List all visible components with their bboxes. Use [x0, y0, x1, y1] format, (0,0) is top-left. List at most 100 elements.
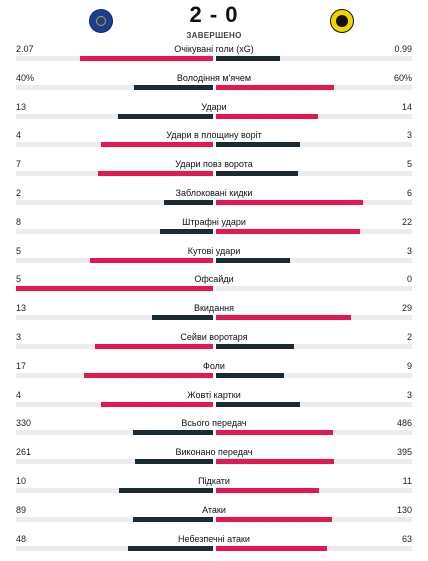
- stat-away-track: [216, 200, 412, 205]
- stat-away-value: 63: [401, 533, 412, 544]
- stat-home-bar: [127, 545, 213, 551]
- stat-row: 40% Володіння м'ячем 60%: [0, 71, 428, 100]
- stat-away-value: 9: [406, 360, 412, 371]
- stat-label: Удари в площину воріт: [166, 130, 262, 141]
- stat-away-bar: [216, 516, 333, 522]
- stat-away-track: [216, 315, 412, 321]
- stat-home-track: [16, 516, 213, 522]
- stat-home-track: [16, 171, 213, 177]
- stat-home-bar: [163, 200, 213, 205]
- stat-away-bar: [216, 545, 328, 551]
- stat-home-value: 10: [16, 476, 27, 486]
- stat-row: 2 Заблоковані кидки 6: [0, 186, 428, 215]
- stat-home-track: [16, 200, 213, 205]
- stat-home-value: 5: [16, 245, 22, 256]
- stat-row: 13 Вкидання 29: [0, 301, 428, 330]
- stat-away-value: 2: [406, 332, 412, 342]
- stat-row: 2.07 Очікувані голи (xG) 0.99: [0, 42, 428, 71]
- stat-row: 13 Удари 14: [0, 100, 428, 129]
- stat-label: Атаки: [202, 504, 226, 515]
- stat-home-track: [16, 401, 213, 407]
- stat-row: 10 Підкати 11: [0, 474, 428, 503]
- stat-home-track: [16, 545, 213, 551]
- stat-home-bar: [133, 430, 213, 436]
- stat-home-bar: [16, 286, 213, 292]
- stat-home-track: [16, 142, 213, 148]
- stat-away-value: 486: [396, 418, 412, 429]
- stat-home-track: [16, 315, 213, 321]
- stat-away-bar: [216, 401, 301, 407]
- stat-away-value: 29: [401, 303, 412, 314]
- stat-home-bar: [119, 488, 213, 493]
- stat-home-bar: [84, 372, 213, 378]
- stat-away-bar: [216, 372, 284, 378]
- stat-away-bar: [216, 459, 334, 465]
- stat-row: 5 Офсайди 0: [0, 272, 428, 301]
- stat-away-track: [216, 257, 412, 263]
- stat-home-value: 7: [16, 159, 22, 170]
- stat-row: 89 Атаки 130: [0, 503, 428, 532]
- stat-label: Володіння м'ячем: [176, 72, 252, 83]
- stat-away-bar: [216, 113, 318, 119]
- stat-row: 4 Удари в площину воріт 3: [0, 128, 428, 157]
- stat-label: Кутові удари: [187, 245, 241, 256]
- stat-away-value: 0.99: [394, 44, 412, 54]
- stat-away-bar: [216, 142, 301, 148]
- stat-away-track: [216, 401, 412, 407]
- stat-label: Фоли: [203, 360, 225, 371]
- stat-away-bar: [216, 344, 295, 349]
- stat-home-track: [16, 228, 213, 234]
- stat-away-track: [216, 516, 412, 522]
- stat-home-value: 4: [16, 130, 22, 141]
- match-score: 2 - 0: [189, 2, 239, 27]
- stat-away-bar: [216, 171, 298, 177]
- stat-row: 48 Небезпечні атаки 63: [0, 532, 428, 561]
- stat-row: 8 Штрафні удари 22: [0, 215, 428, 244]
- stat-home-bar: [151, 315, 213, 321]
- stat-away-track: [216, 372, 412, 378]
- stat-home-value: 13: [16, 101, 27, 112]
- stat-home-value: 17: [16, 360, 27, 371]
- stat-home-track: [16, 372, 213, 378]
- match-status: ЗАВЕРШЕНО: [186, 31, 242, 40]
- stat-away-value: 0: [406, 274, 412, 285]
- stat-away-value: 395: [396, 447, 412, 458]
- stat-home-bar: [79, 56, 213, 61]
- stat-home-value: 3: [16, 332, 22, 342]
- stat-home-bar: [118, 113, 213, 119]
- stat-away-value: 60%: [393, 72, 412, 83]
- stat-away-track: [216, 459, 412, 465]
- stat-label: Небезпечні атаки: [178, 533, 250, 544]
- stat-away-bar: [216, 228, 360, 234]
- stat-row: 261 Виконано передач 395: [0, 445, 428, 474]
- stat-away-track: [216, 171, 412, 177]
- match-header: 2 - 0 ЗАВЕРШЕНО: [0, 0, 428, 42]
- stat-label: Виконано передач: [175, 447, 253, 458]
- stat-row: 7 Удари повз ворота 5: [0, 157, 428, 186]
- stat-away-bar: [216, 257, 290, 263]
- stat-home-value: 2: [16, 188, 22, 198]
- stat-row: 5 Кутові удари 3: [0, 244, 428, 273]
- home-team-logo-icon[interactable]: [89, 9, 113, 33]
- stat-row: 330 Всього передач 486: [0, 416, 428, 445]
- stat-away-bar: [216, 84, 334, 90]
- stat-away-track: [216, 142, 412, 148]
- stat-label: Заблоковані кидки: [175, 188, 253, 198]
- stat-label: Підкати: [198, 476, 230, 486]
- stat-label: Сейви воротаря: [180, 332, 248, 342]
- stat-away-bar: [216, 200, 363, 205]
- stat-away-track: [216, 84, 412, 90]
- stat-home-value: 4: [16, 389, 22, 400]
- stat-away-value: 6: [406, 188, 412, 198]
- stat-away-bar: [216, 488, 319, 493]
- stat-away-value: 3: [406, 130, 412, 141]
- stat-home-bar: [100, 142, 213, 148]
- stat-away-track: [216, 228, 412, 234]
- stat-home-value: 13: [16, 303, 27, 314]
- stat-home-track: [16, 84, 213, 90]
- stat-away-value: 14: [401, 101, 412, 112]
- stat-home-value: 330: [16, 418, 32, 429]
- away-team-logo-icon[interactable]: [330, 9, 354, 33]
- stat-home-bar: [100, 401, 213, 407]
- stat-away-value: 11: [402, 476, 412, 486]
